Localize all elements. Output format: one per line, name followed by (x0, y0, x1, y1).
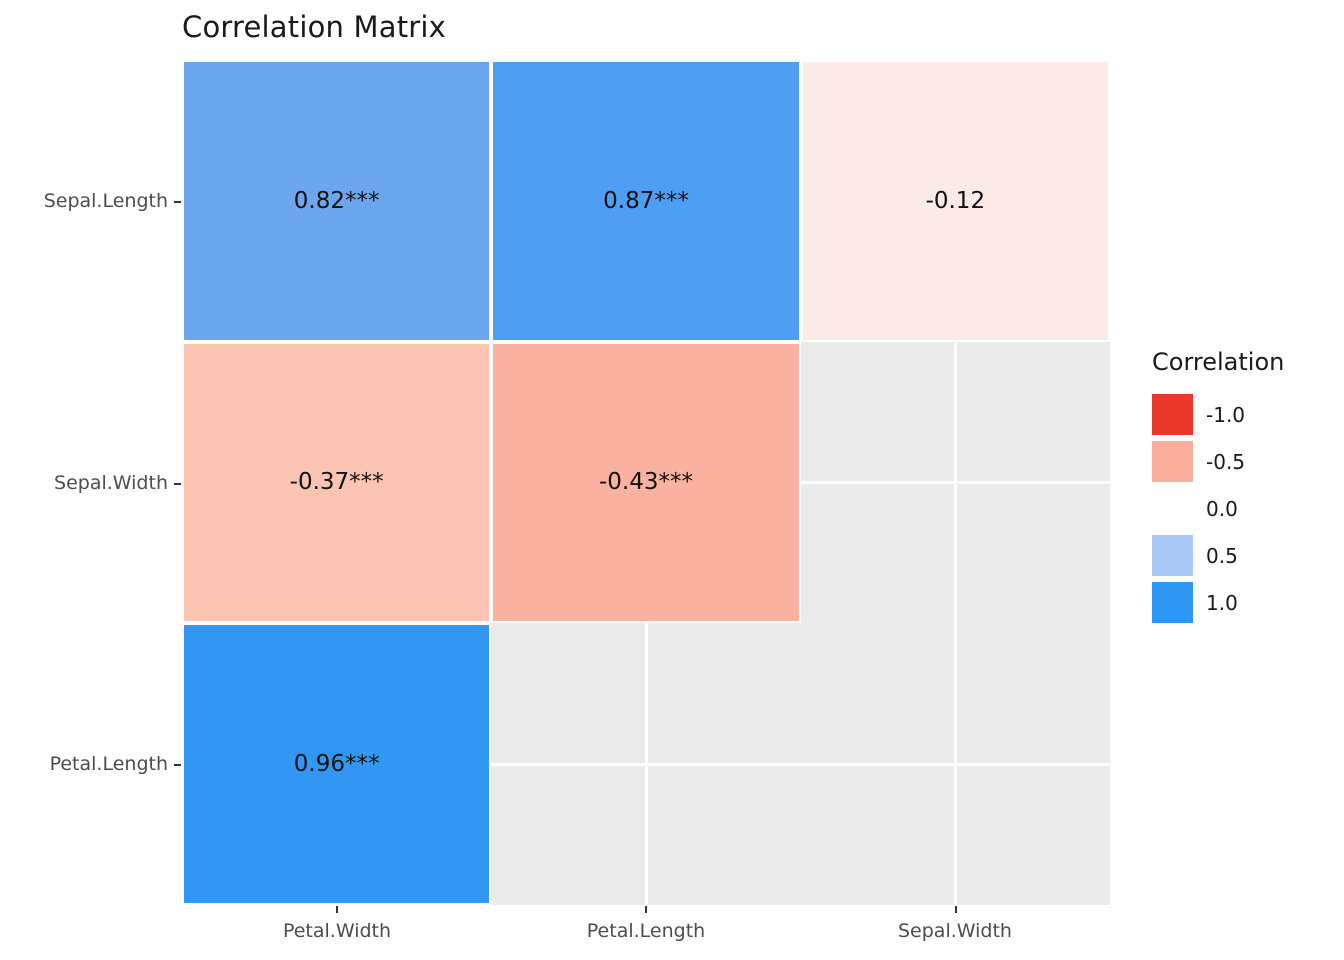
cell-value-label: -0.12 (925, 187, 986, 214)
legend-swatch (1152, 488, 1193, 529)
y-axis-tick-label: Petal.Length (49, 753, 168, 775)
axis-tick (336, 906, 338, 913)
legend-label: 0.5 (1206, 543, 1238, 568)
legend-label: -1.0 (1206, 402, 1246, 427)
axis-tick (174, 483, 181, 485)
legend-swatch (1152, 441, 1193, 482)
gridline (182, 762, 1110, 766)
cell-value-label: 0.87*** (603, 187, 689, 214)
heatmap-cell: -0.12 (800, 60, 1110, 342)
heatmap-cell: 0.82*** (182, 60, 492, 342)
legend-entry: -0.5 (1152, 441, 1337, 482)
heatmap-cell: -0.43*** (491, 341, 801, 624)
cell-value-label: 0.82*** (293, 187, 380, 214)
heatmap-cell: 0.87*** (491, 60, 801, 342)
legend-title: Correlation (1152, 348, 1285, 376)
legend-entry: 0.5 (1152, 535, 1337, 576)
y-axis-tick-label: Sepal.Width (54, 472, 168, 494)
axis-tick (645, 906, 647, 913)
x-axis-tick-label: Petal.Width (282, 920, 392, 942)
cell-value-label: 0.96*** (293, 751, 380, 778)
legend-swatch (1152, 582, 1193, 623)
legend-label: -0.5 (1206, 449, 1246, 474)
cell-value-label: -0.37*** (289, 469, 384, 496)
x-axis-tick-label: Sepal.Width (898, 920, 1012, 942)
legend-swatch (1152, 535, 1193, 576)
legend: Correlation -1.0 -0.5 0.0 0.5 1.0 (1152, 348, 1337, 629)
heatmap-cell: 0.96*** (182, 623, 492, 905)
heatmap-panel: 0.82*** 0.87*** -0.12 -0.37*** -0.43*** … (182, 60, 1110, 905)
legend-swatch (1152, 394, 1193, 435)
heatmap-cell: -0.37*** (182, 341, 492, 624)
axis-tick (955, 906, 957, 913)
legend-entry: 0.0 (1152, 488, 1337, 529)
legend-entry: -1.0 (1152, 394, 1337, 435)
axis-tick (174, 201, 181, 203)
legend-label: 0.0 (1206, 496, 1238, 521)
cell-value-label: -0.43*** (598, 469, 693, 496)
legend-label: 1.0 (1206, 590, 1238, 615)
axis-tick (174, 764, 181, 766)
page-title: Correlation Matrix (182, 10, 447, 44)
y-axis-tick-label: Sepal.Length (43, 190, 168, 212)
legend-entry: 1.0 (1152, 582, 1337, 623)
x-axis-tick-label: Petal.Length (586, 920, 706, 942)
